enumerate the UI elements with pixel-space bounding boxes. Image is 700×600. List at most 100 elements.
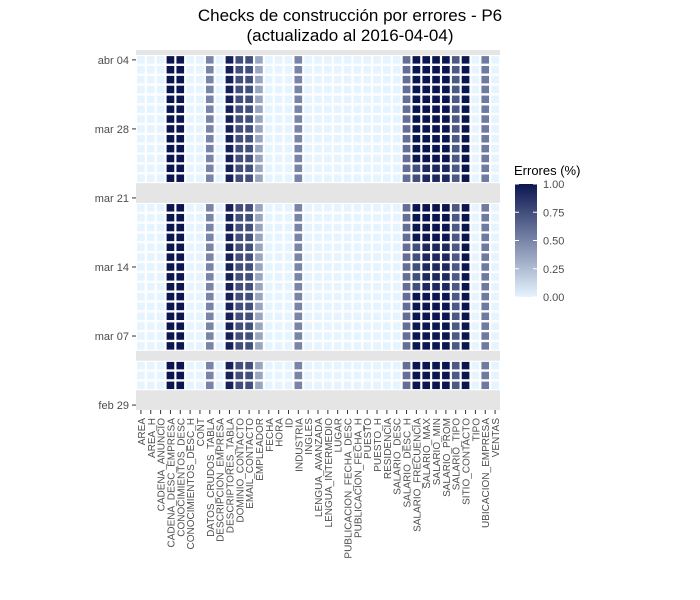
- heatmap-tile: [362, 144, 372, 153]
- y-tick-label: mar 07: [95, 331, 129, 343]
- heatmap-tile: [480, 124, 490, 134]
- heatmap-tile: [185, 164, 195, 173]
- heatmap-tile: [451, 144, 461, 153]
- heatmap-tile: [382, 223, 392, 232]
- heatmap-tile: [313, 331, 323, 341]
- heatmap-tile: [195, 272, 205, 282]
- heatmap-tile: [234, 272, 244, 282]
- heatmap-tile: [372, 223, 382, 232]
- heatmap-tile: [451, 164, 461, 173]
- heatmap-tile: [461, 302, 471, 311]
- heatmap-tile: [156, 242, 166, 252]
- heatmap-tile: [441, 233, 451, 242]
- heatmap-tile: [411, 213, 421, 223]
- heatmap-tile: [166, 321, 175, 331]
- x-tick-label: CADENA_ANUNCIO: [157, 418, 168, 512]
- heatmap-tile: [352, 252, 362, 262]
- heatmap-tile: [431, 223, 441, 232]
- heatmap-tile: [264, 302, 274, 311]
- heatmap-tile: [303, 341, 313, 351]
- heatmap-tile: [480, 164, 490, 173]
- heatmap-tile: [372, 302, 382, 311]
- heatmap-tile: [402, 173, 411, 183]
- heatmap-tile: [421, 321, 431, 331]
- heatmap-tile: [451, 371, 461, 380]
- heatmap-tile: [234, 55, 244, 65]
- heatmap-tile: [205, 144, 215, 153]
- x-tick-label: PUESTO_H: [373, 418, 384, 472]
- heatmap-tile: [323, 282, 333, 292]
- heatmap-tile: [490, 242, 500, 252]
- heatmap-tile: [431, 233, 441, 242]
- heatmap-tile: [185, 75, 195, 84]
- heatmap-tile: [175, 380, 185, 390]
- heatmap-tile: [313, 203, 323, 213]
- heatmap-tile: [185, 144, 195, 153]
- heatmap-tile: [146, 311, 156, 321]
- heatmap-tile: [244, 321, 254, 331]
- heatmap-tile: [352, 144, 362, 153]
- heatmap-tile: [205, 282, 215, 292]
- heatmap-tile: [166, 371, 175, 380]
- heatmap-tile: [175, 311, 185, 321]
- heatmap-tile: [225, 94, 234, 104]
- heatmap-tile: [195, 223, 205, 232]
- heatmap-tile: [156, 213, 166, 223]
- heatmap-tile: [215, 252, 225, 262]
- heatmap-tile: [382, 124, 392, 134]
- heatmap-tile: [215, 341, 225, 351]
- heatmap-tile: [402, 361, 411, 370]
- heatmap-tile: [254, 380, 264, 390]
- heatmap-tile: [441, 173, 451, 183]
- heatmap-tile: [343, 252, 352, 262]
- heatmap-tile: [402, 134, 411, 144]
- heatmap-tile: [274, 292, 284, 301]
- heatmap-tile: [352, 380, 362, 390]
- heatmap-tile: [136, 173, 146, 183]
- heatmap-tile: [274, 341, 284, 351]
- heatmap-tile: [480, 223, 490, 232]
- heatmap-tile: [146, 292, 156, 301]
- heatmap-tile: [136, 380, 146, 390]
- heatmap-tile: [274, 85, 284, 94]
- heatmap-tile: [274, 65, 284, 75]
- heatmap-tile: [136, 252, 146, 262]
- heatmap-tile: [382, 341, 392, 351]
- heatmap-tile: [451, 154, 461, 163]
- heatmap-tile: [323, 321, 333, 331]
- heatmap-tile: [156, 94, 166, 104]
- heatmap-tile: [352, 282, 362, 292]
- heatmap-tile: [215, 55, 225, 65]
- heatmap-tile: [205, 164, 215, 173]
- heatmap-tile: [205, 173, 215, 183]
- heatmap-tile: [382, 144, 392, 153]
- heatmap-tile: [421, 134, 431, 144]
- heatmap-tile: [234, 371, 244, 380]
- legend-tick-label: 1.00: [543, 179, 564, 191]
- heatmap-tile: [215, 144, 225, 153]
- heatmap-tile: [392, 55, 402, 65]
- heatmap-tile: [470, 55, 480, 65]
- heatmap-tile: [323, 262, 333, 272]
- heatmap-tile: [352, 272, 362, 282]
- heatmap-tile: [392, 124, 402, 134]
- heatmap-tile: [392, 321, 402, 331]
- heatmap-tile: [175, 154, 185, 163]
- heatmap-tile: [244, 223, 254, 232]
- heatmap-tile: [352, 341, 362, 351]
- heatmap-tile: [313, 341, 323, 351]
- heatmap-tile: [205, 380, 215, 390]
- heatmap-tile: [146, 252, 156, 262]
- heatmap-tile: [480, 282, 490, 292]
- heatmap-tile: [402, 272, 411, 282]
- heatmap-tile: [343, 55, 352, 65]
- heatmap-tile: [313, 65, 323, 75]
- heatmap-tile: [421, 213, 431, 223]
- heatmap-tile: [392, 292, 402, 301]
- heatmap-tile: [470, 311, 480, 321]
- heatmap-tile: [264, 361, 274, 370]
- heatmap-tile: [421, 262, 431, 272]
- heatmap-tile: [382, 361, 392, 370]
- heatmap-tile: [293, 331, 303, 341]
- heatmap-tile: [451, 242, 461, 252]
